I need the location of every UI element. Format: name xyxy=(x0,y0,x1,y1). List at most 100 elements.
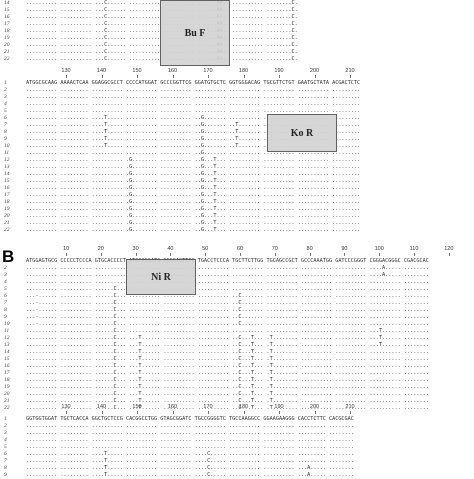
ruler-tick-mark xyxy=(172,75,174,78)
position-ruler: 10 20 30 40 50 60 70 80 90 100 110 120 xyxy=(0,246,474,257)
ruler-tick-label: 50 xyxy=(202,246,209,252)
sequence-number: 17 xyxy=(4,370,10,376)
ruler-tick-mark xyxy=(240,253,241,256)
alignment-row: 4 .......... .......... .......... ......… xyxy=(4,279,474,286)
alignment-row: 4 .......... ......... .......... .......… xyxy=(4,101,474,108)
sequence-number: 1 xyxy=(4,416,7,422)
sequence-number: 22 xyxy=(4,56,10,62)
sequence-number: 14 xyxy=(4,171,10,177)
ruler-tick-label: 80 xyxy=(306,246,313,252)
sequence-text: .......... ......... ....T..... ........… xyxy=(26,458,354,464)
sequence-number: 20 xyxy=(4,42,10,48)
ruler-tick-label: 210 xyxy=(345,404,355,410)
sequence-number: 2 xyxy=(4,87,7,93)
ruler-tick-mark xyxy=(170,253,172,256)
ruler-tick-mark xyxy=(279,411,280,414)
sequence-text: .......... ......... ....T..... ........… xyxy=(26,465,354,471)
sequence-number: 20 xyxy=(4,213,10,219)
ruler-tick-label: 30 xyxy=(132,246,139,252)
ruler-tick-label: 150 xyxy=(132,68,142,74)
panel-b-label: B xyxy=(2,247,15,266)
alignment-row: 8 ...-...... .......... ......C... ......… xyxy=(4,307,474,314)
alignment-row: 8.......... ......... ....T..... .......… xyxy=(4,465,474,472)
sequence-number: 15 xyxy=(4,178,10,184)
alignment-row: 6 ...-...... .......... ......C... ......… xyxy=(4,293,474,300)
ruler-tick-mark xyxy=(172,411,174,414)
alignment-row: 21 .......... .......... ......C... ...T.… xyxy=(4,398,474,405)
ruler-tick-label: 140 xyxy=(96,404,107,410)
sequence-number: 13 xyxy=(4,164,10,170)
sequence-number: 18 xyxy=(4,377,10,383)
sequence-text: .......... .......... ......C... ...T...… xyxy=(26,384,429,390)
ruler-tick-mark xyxy=(66,411,67,414)
sequence-text: .......... .......... ......C... ...T...… xyxy=(26,342,429,348)
sequence-text: ...-...... .......... ......C... .......… xyxy=(26,300,429,306)
ruler-tick-label: 190 xyxy=(274,404,284,410)
sequence-number: 6 xyxy=(4,293,7,299)
ruler-tick-mark xyxy=(208,411,209,414)
alignment-row: 9.......... ......... ....T..... .......… xyxy=(4,472,474,479)
ruler-tick-mark xyxy=(100,253,102,256)
ruler-tick-mark xyxy=(101,75,103,78)
alignment-row: 19 .......... .......... ......C... ...T.… xyxy=(4,384,474,391)
alignment-row: 20.......... .......... ...C...... .....… xyxy=(4,42,474,49)
sequence-number: 21 xyxy=(4,398,10,404)
ruler-tick-label: 130 xyxy=(61,68,71,74)
ruler-tick-label: 160 xyxy=(167,404,178,410)
sequence-number: 13 xyxy=(4,342,10,348)
sequence-text: .......... .......... ......C... ...T...… xyxy=(26,349,429,355)
sequence-number: 14 xyxy=(4,0,10,6)
ruler-tick-label: 180 xyxy=(238,68,249,74)
sequence-text: .......... ......... .......... ........… xyxy=(26,430,354,436)
sequence-text: ATGGCGCAAG AAAACTCAA GGAGGCGCCT CCCCATGG… xyxy=(26,80,361,86)
alignment-row: 5 .......... ......... .......... .......… xyxy=(4,108,474,115)
ruler-tick-label: 170 xyxy=(203,68,213,74)
sequence-number: 11 xyxy=(4,328,10,334)
sequence-number: 16 xyxy=(4,14,10,20)
ruler-tick-label: 200 xyxy=(309,68,320,74)
alignment-row: 1 ATGGAGTGCG CCCCCTCCCA GTGCACCCCT ATGCAG… xyxy=(4,258,474,265)
alignment-row: 9.......... ......... ....T..... .......… xyxy=(4,136,474,143)
sequence-text: .......... .......... ......C... ...T...… xyxy=(26,377,429,383)
alignment-row: 16 .......... .......... ......C... ...T.… xyxy=(4,363,474,370)
alignment-row: 11 .......... ......... .......... ......… xyxy=(4,150,474,157)
alignment-row: 7 ...-...... .......... ......C... ......… xyxy=(4,300,474,307)
ruler-tick-mark xyxy=(137,75,138,78)
sequence-text: .......... ......... .......... .G......… xyxy=(26,185,361,191)
panel-b-second-block: 130 140 150 160 170 180 190 200 210 1 GGTGGTGGAT T… xyxy=(0,404,474,478)
alignment-row: 8.......... ......... ....T..... .......… xyxy=(4,129,474,136)
ruler-tick-label: 180 xyxy=(238,404,249,410)
ruler-tick-mark xyxy=(414,253,415,256)
sequence-text: .......... ......... .......... ........… xyxy=(26,423,354,429)
sequence-number: 14 xyxy=(4,349,10,355)
sequence-number: 1 xyxy=(4,80,7,86)
sequence-number: 16 xyxy=(4,363,10,369)
ruler-tick-mark xyxy=(208,75,209,78)
sequence-text: .......... ......... .......... .G......… xyxy=(26,220,361,226)
ruler-tick-mark xyxy=(101,411,103,414)
ruler-tick-mark xyxy=(350,75,351,78)
alignment-row: 18.......... .......... ...C...... .....… xyxy=(4,28,474,35)
alignment-row: 5 .......... .......... ......C... ......… xyxy=(4,286,474,293)
ruler-tick-label: 60 xyxy=(236,246,244,252)
ruler-tick-label: 100 xyxy=(374,246,384,252)
sequence-number: 9 xyxy=(4,314,7,320)
sequence-text: .......... ......... ....T..... ........… xyxy=(26,472,354,478)
ruler-tick-label: 210 xyxy=(345,68,355,74)
ni-r-label: Ni R xyxy=(151,271,171,283)
sequence-text: .......... .......... .......... .......… xyxy=(26,279,429,285)
ruler-tick-mark xyxy=(66,253,67,256)
alignment-row: 22.......... .......... ...C...... .....… xyxy=(4,56,474,63)
sequence-text: .......... ......... .......... .G......… xyxy=(26,157,361,163)
sequence-text: .......... ......... .......... .G......… xyxy=(26,206,361,212)
sequence-number: 5 xyxy=(4,108,7,114)
alignment-row: 3 .......... ......... .......... .......… xyxy=(4,94,474,101)
ruler-tick-mark xyxy=(279,75,280,78)
sequence-text: .......... .......... ......C... ...T...… xyxy=(26,356,429,362)
alignment-row: 7 .......... ......... ....T..... .......… xyxy=(4,458,474,465)
alignment-row: 2 .......... .......... .......... ......… xyxy=(4,265,474,272)
sequence-number: 19 xyxy=(4,206,10,212)
sequence-number: 18 xyxy=(4,28,10,34)
sequence-text: .......... ......... .......... ........… xyxy=(26,87,361,93)
alignment-row: 16 .......... ......... .......... .G....… xyxy=(4,185,474,192)
